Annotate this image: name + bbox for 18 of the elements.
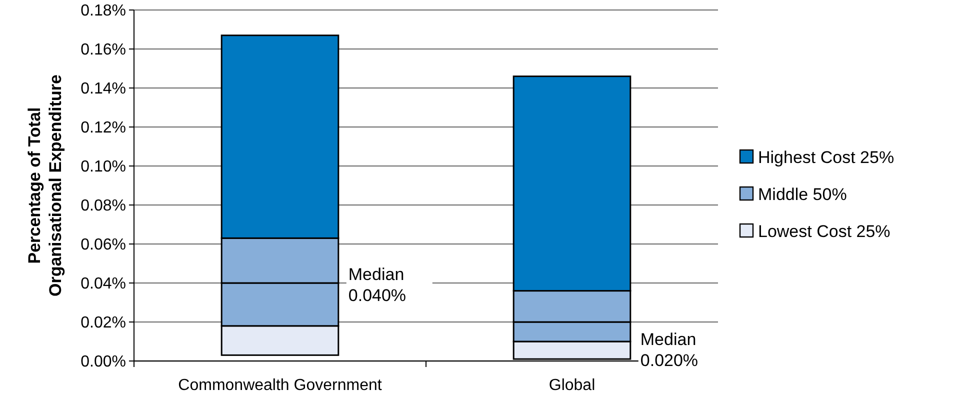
annotation: Median 0.020% <box>640 330 698 370</box>
legend-label: Middle 50% <box>758 184 847 204</box>
y-tick-label: 0.12% <box>80 120 126 137</box>
legend-label: Lowest Cost 25% <box>758 222 890 241</box>
y-tick-label: 0.16% <box>80 42 126 59</box>
x-tick-label: Global <box>548 377 596 394</box>
y-axis-title: Percentage of Total Organisational Expenditure <box>25 74 65 296</box>
annotation: Median 0.040% <box>348 265 406 305</box>
y-tick-label: 0.00% <box>80 354 126 371</box>
y-tick-label: 0.18% <box>80 2 126 20</box>
y-tick-label: 0.10% <box>80 158 126 176</box>
x-tick-label: Commonwealth Government <box>178 377 382 394</box>
y-tick-label: 0.14% <box>80 80 126 98</box>
legend-label: Highest Cost 25% <box>758 148 894 167</box>
y-tick-label: 0.02% <box>80 314 126 332</box>
y-tick-label: 0.08% <box>80 198 126 215</box>
y-tick-label: 0.06% <box>80 236 126 254</box>
y-tick-label: 0.04% <box>80 276 126 293</box>
